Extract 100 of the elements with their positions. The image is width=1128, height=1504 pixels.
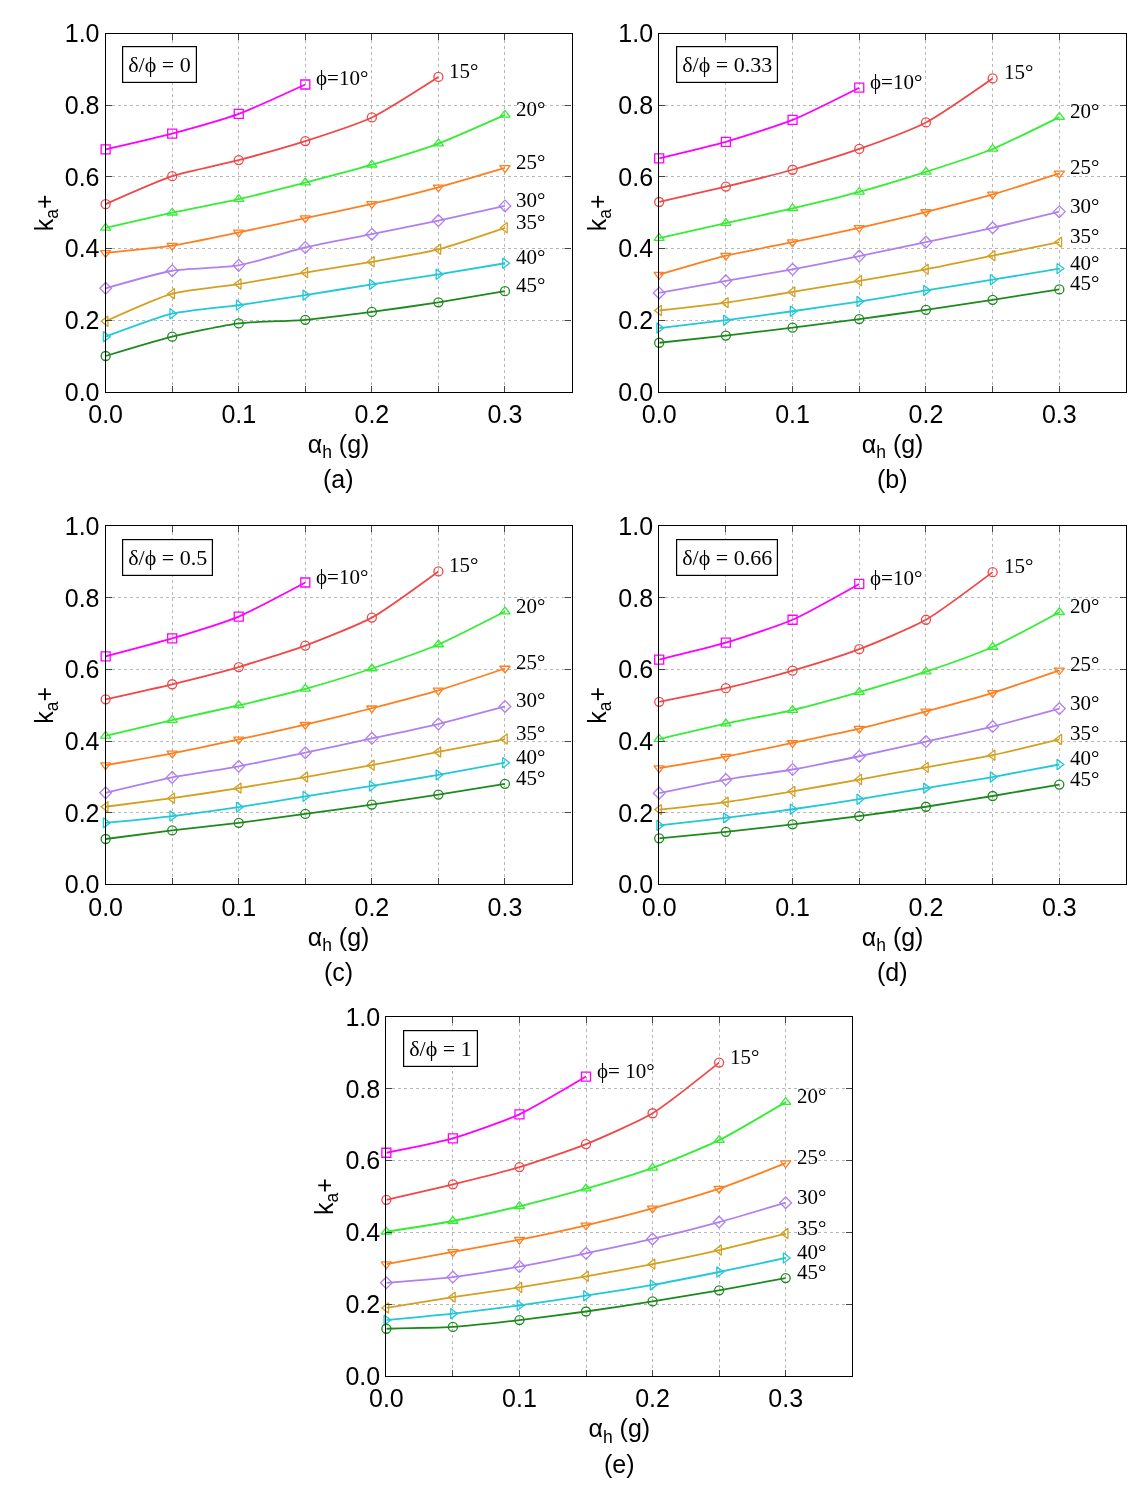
y-tick-label: 1.0 [618,19,654,48]
point [646,1232,660,1246]
x-tick-label: 0.1 [221,892,257,921]
point [652,786,666,800]
point [786,763,800,776]
point [232,193,245,203]
point [498,699,512,713]
point [647,1258,656,1270]
point [720,753,732,762]
point [100,651,111,662]
point [102,817,111,829]
series-label: 40° [516,245,546,269]
point [713,1244,723,1256]
point [720,330,732,341]
series-label: 15° [1004,554,1034,578]
series-label: 15° [1004,60,1034,84]
series-label: 35° [516,210,546,234]
point [654,654,665,665]
point [368,780,377,792]
point [652,286,666,300]
point [986,720,1000,734]
point [383,1314,392,1326]
y-tick-label: 0.4 [64,234,100,263]
series-label: 25° [516,150,546,174]
y-tick-label: 0.4 [618,234,654,263]
point [787,819,798,830]
x-tick-label: 0.1 [221,399,257,428]
point [233,782,242,794]
point [720,252,732,261]
x-tick-label: 0.3 [1041,892,1077,921]
point [366,705,378,714]
point [580,1306,592,1317]
point [366,112,377,123]
point [233,318,244,329]
point [852,249,866,263]
y-tick-label: 0.8 [345,1074,381,1103]
point [647,1108,658,1119]
point [854,143,865,155]
annotation: δ/ϕ = 0 [128,52,191,78]
point [787,286,796,298]
series-label: 25° [516,650,546,674]
point [499,778,511,789]
point [720,683,732,694]
x-axis-title: α$_{h}$ (g) [861,922,924,955]
series-label: ϕ=10° [316,565,369,589]
y-tick-label: 0.4 [618,726,654,755]
point [853,686,866,696]
x-axis-title: α$_{h}$ (g) [307,429,370,463]
series-label: 30° [1070,194,1100,218]
point [720,826,732,837]
point [100,694,111,705]
point [1054,779,1065,790]
x-tick-label: 0.3 [768,1384,804,1413]
point [499,165,511,174]
series-label: 30° [516,188,546,212]
point [233,661,244,673]
point [379,1276,393,1290]
text: (b) [877,465,908,493]
point [580,1071,592,1082]
point [580,1222,592,1231]
point [300,771,309,783]
point [787,114,798,126]
y-tick-label: 0.2 [64,305,100,334]
y-tick-label: 0.8 [618,91,654,120]
point [431,214,445,228]
point [366,612,377,623]
x-tick-label: 0.1 [502,1384,537,1413]
point [447,1321,459,1333]
series-label: 20° [516,97,546,121]
point [300,808,311,820]
point [232,759,246,773]
point [100,350,111,362]
y-tick-label: 0.6 [64,162,100,191]
point [381,1302,390,1314]
series-label: 20° [797,1084,827,1108]
point [920,304,932,315]
point [579,1246,593,1260]
series-label: ϕ=10° [870,566,923,590]
point [787,665,798,676]
point [654,833,665,844]
text: (d) [877,958,908,986]
point [654,196,665,208]
series-label: ϕ=10° [870,70,923,94]
series-label: 30° [516,688,546,712]
y-tick-label: 0.0 [618,377,654,406]
point [720,796,729,808]
y-tick-label: 1.0 [345,1002,381,1031]
point [787,322,798,333]
series-label: 45° [1070,767,1100,791]
point [787,164,798,175]
x-tick-label: 0.2 [908,399,944,428]
point [720,136,732,147]
point [989,771,998,783]
series-label: 15° [449,59,479,83]
series-label: 30° [1070,691,1100,715]
series-label: 35° [797,1216,827,1240]
point [854,810,865,822]
point [499,109,511,118]
point [499,733,508,745]
series-label: 25° [1070,652,1100,676]
